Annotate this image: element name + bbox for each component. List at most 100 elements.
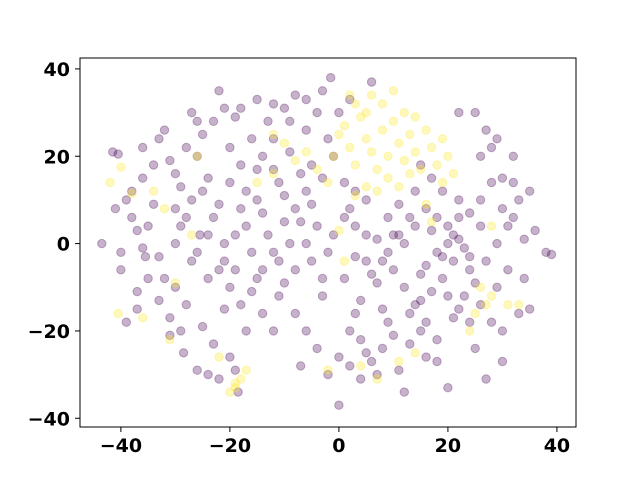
data-point [154,134,164,144]
data-point [268,247,279,258]
data-point [225,142,235,153]
data-point [383,247,393,258]
data-point [350,221,360,231]
data-point [443,291,453,301]
data-point [339,177,350,188]
data-point [481,256,491,266]
y-tick-label: −20 [28,321,70,343]
data-point [497,204,508,214]
data-point [481,300,491,310]
data-point [197,321,208,332]
data-point [383,317,393,327]
data-point [285,147,295,157]
data-points [97,73,557,410]
data-point [465,252,475,262]
data-point [268,326,279,336]
data-point [426,173,437,183]
data-point [388,265,399,275]
data-point [399,155,409,166]
data-point [361,348,371,358]
data-point [508,177,518,188]
data-point [110,204,121,214]
data-point [383,212,393,223]
data-point [263,116,273,127]
data-point [247,286,257,297]
data-point [306,199,317,210]
data-point [361,107,371,118]
data-point [154,252,164,262]
data-point [345,142,355,153]
data-point [230,112,241,122]
data-point [279,217,290,227]
data-point [312,343,322,354]
data-point [312,164,322,175]
data-point [377,304,388,314]
data-point [290,90,300,100]
data-point [203,369,213,380]
data-point [203,230,213,240]
y-tick-label: 40 [44,59,70,81]
data-point [257,265,268,275]
data-point [317,291,328,301]
data-point [481,374,491,384]
data-point [247,134,257,144]
data-point [356,112,366,122]
data-point [233,387,243,397]
data-point [192,247,202,258]
data-point [225,352,235,362]
data-point [225,177,235,188]
data-point [525,304,535,314]
data-point [410,300,420,310]
data-point [399,282,409,292]
data-point [394,138,404,148]
data-point [339,121,350,131]
data-point [372,234,382,244]
data-point [519,273,529,284]
data-point [383,173,393,183]
data-point [432,247,442,258]
data-point [187,256,197,266]
data-point [416,295,426,306]
data-point [475,300,486,310]
x-tick-label: −20 [209,435,251,457]
data-point [443,238,453,249]
data-point [170,282,181,292]
data-point [328,230,339,240]
data-point [268,129,279,140]
data-point [274,256,284,266]
data-point [356,361,366,371]
data-point [165,313,175,323]
data-point [165,330,175,340]
data-point [475,195,486,205]
data-point [394,182,404,192]
data-point [257,151,268,162]
data-point [312,107,322,118]
data-point [497,326,508,336]
data-point [437,134,448,144]
data-point [410,221,420,231]
data-point [219,103,230,113]
data-point [475,221,486,231]
data-point [361,195,371,205]
data-point [394,230,404,240]
data-point [470,107,480,118]
data-point [208,212,219,223]
data-point [301,147,311,157]
data-point [219,256,230,266]
data-point [148,199,159,210]
data-point [448,230,459,240]
data-point [465,208,475,218]
data-point [97,238,107,249]
data-point [187,107,197,118]
data-point [492,134,502,144]
data-point [475,151,486,162]
data-point [192,116,202,127]
data-point [317,173,328,183]
data-point [268,169,279,179]
data-point [372,278,382,288]
data-point [279,103,290,113]
data-point [454,195,464,205]
data-point [339,212,350,223]
